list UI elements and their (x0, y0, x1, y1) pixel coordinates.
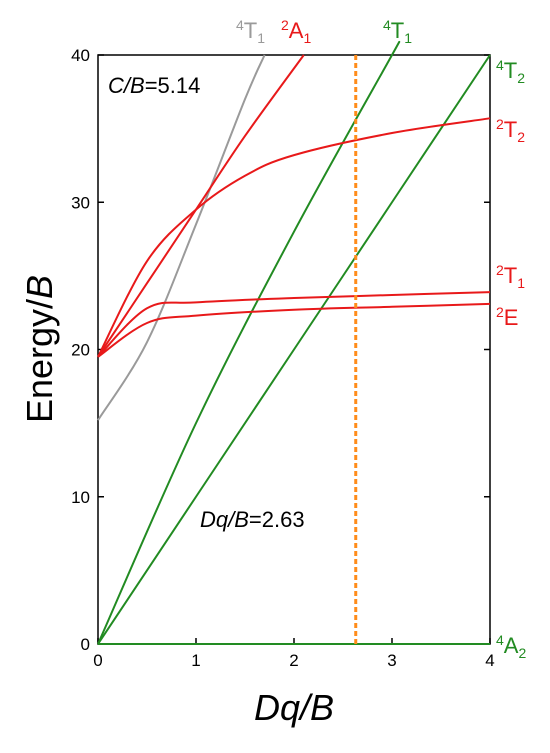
y-tick-label: 20 (71, 341, 90, 360)
x-axis-title: Dq/B (254, 687, 334, 728)
x-tick-label: 2 (289, 651, 298, 670)
term-label-2E: 2E (496, 304, 518, 330)
term-label-4T1-gray: 4T1 (236, 17, 265, 46)
cb-annotation: C/B=5.14 (108, 73, 200, 98)
series-line-4T1 (97, 40, 401, 645)
x-tick-label: 3 (387, 651, 396, 670)
y-tick-label: 0 (81, 635, 90, 654)
x-tick-label: 0 (93, 651, 102, 670)
term-label-2A1: 2A1 (281, 17, 311, 46)
series-line-2T1 (97, 291, 491, 358)
y-tick-label: 30 (71, 193, 90, 212)
term-label-4T2: 4T2 (496, 57, 525, 86)
term-label-2T1: 2T1 (496, 262, 525, 291)
series-line-4T2 (97, 54, 491, 645)
series-group (97, 40, 491, 645)
x-tick-label: 1 (191, 651, 200, 670)
y-axis-title: Energy/B (19, 275, 60, 423)
term-label-4A2: 4A2 (496, 632, 526, 661)
series-line-2T2 (97, 117, 491, 358)
term-label-2T2: 2T2 (496, 116, 525, 145)
term-label-4T1-green: 4T1 (383, 17, 412, 46)
dqb-annotation: Dq/B=2.63 (200, 507, 305, 532)
y-tick-label: 40 (71, 46, 90, 65)
x-tick-label: 4 (485, 651, 494, 670)
series-line-2E (97, 302, 491, 358)
series-line-4T1 (97, 54, 266, 421)
y-tick-label: 10 (71, 488, 90, 507)
